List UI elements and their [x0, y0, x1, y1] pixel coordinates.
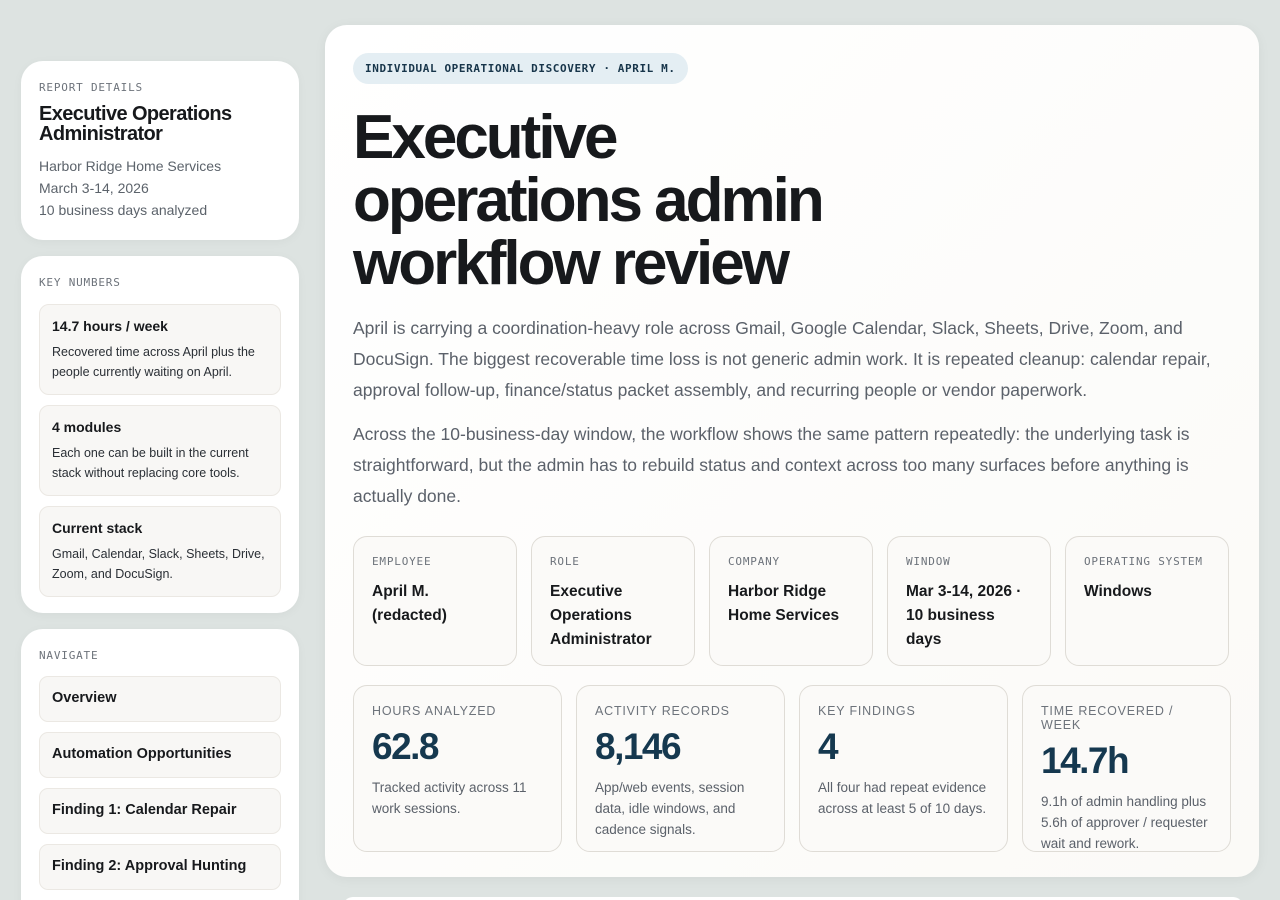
stat-value: 62.8: [372, 726, 440, 767]
meta-value: April M. (redacted): [372, 583, 447, 624]
meta-label: COMPANY: [728, 555, 780, 568]
meta-value: Windows: [1084, 583, 1152, 600]
key-number-text: Gmail, Calendar, Slack, Sheets, Drive, Z…: [52, 547, 265, 581]
stat-activity-records: ACTIVITY RECORDS 8,146 App/web events, s…: [576, 685, 785, 852]
stat-desc: All four had repeat evidence across at l…: [818, 780, 987, 816]
report-dates: March 3-14, 2026: [39, 180, 149, 196]
meta-os: OPERATING SYSTEM Windows: [1065, 536, 1229, 666]
page-title: Executive operations admin workflow revi…: [353, 103, 825, 298]
nav-item-automation-opportunities[interactable]: Automation Opportunities: [39, 732, 281, 778]
key-number-item: 14.7 hours / week Recovered time across …: [39, 304, 281, 395]
key-number-text: Each one can be built in the current sta…: [52, 446, 249, 480]
stat-row: HOURS ANALYZED 62.8 Tracked activity acr…: [353, 685, 1231, 852]
stat-label: HOURS ANALYZED: [372, 704, 497, 718]
nav-item-overview[interactable]: Overview: [39, 676, 281, 722]
stat-label: KEY FINDINGS: [818, 704, 916, 718]
report-days: 10 business days analyzed: [39, 202, 208, 218]
key-number-title: Current stack: [52, 520, 143, 536]
nav-item-finding-1[interactable]: Finding 1: Calendar Repair: [39, 788, 281, 834]
stat-value: 14.7h: [1041, 740, 1130, 781]
stat-label: TIME RECOVERED / WEEK: [1041, 704, 1174, 732]
key-number-text: Recovered time across April plus the peo…: [52, 345, 255, 379]
stat-label: ACTIVITY RECORDS: [595, 704, 730, 718]
report-details-card: REPORT DETAILS Executive Operations Admi…: [21, 61, 299, 240]
navigate-card: NAVIGATE Overview Automation Opportuniti…: [21, 629, 299, 900]
next-panel-edge: [343, 897, 1243, 900]
key-numbers-card: KEY NUMBERS 14.7 hours / week Recovered …: [21, 256, 299, 613]
nav-item-finding-2[interactable]: Finding 2: Approval Hunting: [39, 844, 281, 890]
stat-hours-analyzed: HOURS ANALYZED 62.8 Tracked activity acr…: [353, 685, 562, 852]
navigate-label: NAVIGATE: [39, 649, 99, 662]
stat-desc: 9.1h of admin handling plus 5.6h of appr…: [1041, 794, 1208, 851]
report-details-label: REPORT DETAILS: [39, 81, 143, 94]
report-company: Harbor Ridge Home Services: [39, 158, 222, 174]
meta-label: ROLE: [550, 555, 580, 568]
meta-employee: EMPLOYEE April M. (redacted): [353, 536, 517, 666]
meta-row: EMPLOYEE April M. (redacted) ROLE Execut…: [353, 536, 1231, 666]
intro-paragraph: April is carrying a coordination-heavy r…: [353, 318, 1211, 400]
key-number-item: 4 modules Each one can be built in the c…: [39, 405, 281, 496]
stat-desc: Tracked activity across 11 work sessions…: [372, 780, 527, 816]
meta-window: WINDOW Mar 3-14, 2026 · 10 business days: [887, 536, 1051, 666]
meta-value: Executive Operations Administrator: [550, 583, 652, 648]
main-panel: INDIVIDUAL OPERATIONAL DISCOVERY · APRIL…: [325, 25, 1259, 877]
key-number-item: Current stack Gmail, Calendar, Slack, Sh…: [39, 506, 281, 597]
stat-desc: App/web events, session data, idle windo…: [595, 780, 745, 837]
report-title: Executive Operations Administrator: [39, 103, 232, 145]
meta-company: COMPANY Harbor Ridge Home Services: [709, 536, 873, 666]
stat-value: 8,146: [595, 726, 682, 767]
stat-key-findings: KEY FINDINGS 4 All four had repeat evide…: [799, 685, 1008, 852]
key-numbers-label: KEY NUMBERS: [39, 276, 121, 289]
key-number-title: 4 modules: [52, 419, 122, 435]
discovery-tag: INDIVIDUAL OPERATIONAL DISCOVERY · APRIL…: [353, 53, 688, 84]
key-number-title: 14.7 hours / week: [52, 318, 168, 334]
stat-value: 4: [818, 726, 839, 767]
meta-value: Harbor Ridge Home Services: [728, 583, 840, 624]
meta-label: EMPLOYEE: [372, 555, 432, 568]
meta-label: OPERATING SYSTEM: [1084, 555, 1203, 568]
pattern-paragraph: Across the 10-business-day window, the w…: [353, 424, 1190, 506]
meta-label: WINDOW: [906, 555, 951, 568]
stat-time-recovered: TIME RECOVERED / WEEK 14.7h 9.1h of admi…: [1022, 685, 1231, 852]
meta-value: Mar 3-14, 2026 · 10 business days: [906, 583, 1022, 648]
meta-role: ROLE Executive Operations Administrator: [531, 536, 695, 666]
